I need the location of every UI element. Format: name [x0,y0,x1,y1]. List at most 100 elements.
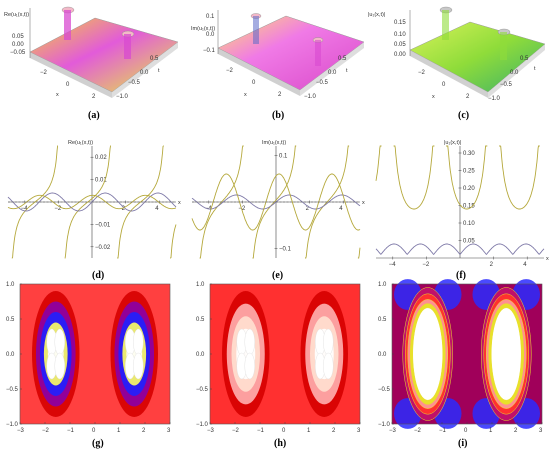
xtick-a-3: 2 [92,94,96,100]
x-tick-label: −1 [67,428,75,434]
y-tick-label: 0.25 [463,169,475,175]
contour-plot-h: −3 −2 −1 0 1 2 3 −1.0 −0.5 0.0 0.5 1.0 [196,282,361,434]
x-tick-label: −1 [439,428,447,434]
contour-lobe [54,352,65,380]
y-tick-label: −0.5 [196,387,209,393]
y-tick-label: 0.05 [463,239,475,245]
contour-lobe [133,328,144,356]
y-tick-label: 0.0 [378,352,387,358]
series-line-0 [375,145,382,181]
y-tick-label: −0.5 [378,387,391,393]
line-title-f: |u₁(x,t)| [444,140,461,146]
caption-b: (b) [272,110,284,121]
y-tick-label: 0.20 [463,186,475,192]
y-tick-label: 0.30 [463,151,475,157]
y-tick-label: 0.02 [95,155,107,161]
line-title-d: Re(u₁(x,t)) [68,140,93,146]
xtick-b-3: 2 [278,92,282,98]
ztick-c-4: 0.00 [394,52,406,58]
caption-h: (h) [274,438,286,449]
xlabel-b: x [244,92,247,98]
y-tick-label: 0.10 [463,221,475,227]
y-tick-label: −0.01 [95,222,111,228]
y-tick-label: 0.1 [279,153,288,159]
x-tick-label: 1 [307,428,311,434]
surface-a-side [112,42,178,98]
x-tick-label: 2 [142,428,146,434]
caption-a: (a) [88,110,100,121]
ttick-a-4: −1.0 [116,94,129,100]
x-tick-label: 2 [514,428,518,434]
ttick-c-2: 0.0 [510,70,519,76]
surface-b-base [218,48,300,96]
series-line-0 [393,145,435,210]
y-tick-label: 0.01 [95,178,107,184]
ttick-c-4: −1.0 [488,96,501,102]
contour-lobe [323,352,334,380]
y-tick-label: 0.5 [378,317,387,323]
contour-plot-i: −3 −2 −1 0 1 2 3 −1.0 −0.5 0.0 0.5 1.0 [378,279,543,434]
peak-c-1-stem [442,10,449,40]
surface-c-side [488,44,545,98]
surface-b-side [300,42,364,96]
y-tick-label: −1.0 [6,422,19,428]
series-line-0 [117,145,164,259]
tlabel-b: t [346,68,348,74]
ttick-b-3: −0.5 [316,80,329,86]
caption-c: (c) [458,110,469,121]
ttick-a-3: −0.5 [128,80,141,86]
y-tick-label: 0.0 [6,352,15,358]
x-tick-label: −2 [54,206,62,212]
x-tick-label: 3 [357,428,361,434]
x-tick-label: 3 [539,428,543,434]
contour-lobe [244,328,255,356]
x-tick-label: 2 [332,428,336,434]
x-tick-label: 1 [489,428,493,434]
ttick-b-4: −1.0 [304,94,317,100]
x-tick-label: 2 [306,206,310,212]
x-tick-label: −4 [389,262,397,268]
peak-a-1-stem [64,10,71,40]
peak-a-2-stem [124,34,131,59]
series-line-0 [499,145,540,210]
ztick-b-1: 0.1 [206,14,215,20]
ztick-a-2: 0.00 [12,42,24,48]
xtick-b-2: 0 [252,80,256,86]
xtick-c-2: 0 [442,82,446,88]
x-tick-label: −2 [232,428,240,434]
x-tick-label: 0 [282,428,286,434]
y-tick-label: 0.5 [6,317,15,323]
surface-c-base [410,50,488,98]
ttick-a-1: 0.5 [150,56,159,62]
caption-f: (f) [456,270,466,281]
zlabel-a: Re(u₁(x,t)) [4,12,29,18]
panel-b-surface: Im(u₁(x,t)) 0.1 0.0 −0.1 −2 0 2 x 0.5 0.… [191,10,365,121]
ztick-a-3: −0.05 [10,50,26,56]
ttick-c-3: −0.5 [500,82,513,88]
ztick-c-1: 0.15 [394,20,406,26]
x-tick-label: 4 [155,206,159,212]
y-tick-label: −0.02 [95,245,111,251]
line-plot-d: x −4 −2 2 4 0.02 0.01 −0.01 −0.02 [7,145,181,259]
x-tick-label: −2 [414,428,422,434]
x-tick-label: 2 [490,262,494,268]
series-line-0 [357,247,361,259]
panel-a-surface: Re(u₁(x,t)) 0.05 0.00 −0.05 −2 0 2 x 0.5… [4,6,179,121]
y-tick-label: 1.0 [196,282,205,288]
ztick-c-3: 0.05 [394,42,406,48]
caption-e: (e) [272,270,283,281]
contour-lobe [323,328,334,356]
x-tick-label: 3 [167,428,171,434]
x-tick-label: 0 [92,428,96,434]
x-tick-label: −1 [257,428,265,434]
xtick-c-3: 2 [466,94,470,100]
series-line-0 [446,145,488,210]
tlabel-a: t [158,68,160,74]
ttick-b-2: 0.0 [328,70,337,76]
xlabel-c: x [432,94,435,100]
x-axis-label: x [178,200,181,206]
x-tick-label: −3 [389,428,397,434]
x-tick-label: −3 [207,428,215,434]
series-line-0 [11,145,59,259]
y-tick-label: −0.5 [6,387,19,393]
